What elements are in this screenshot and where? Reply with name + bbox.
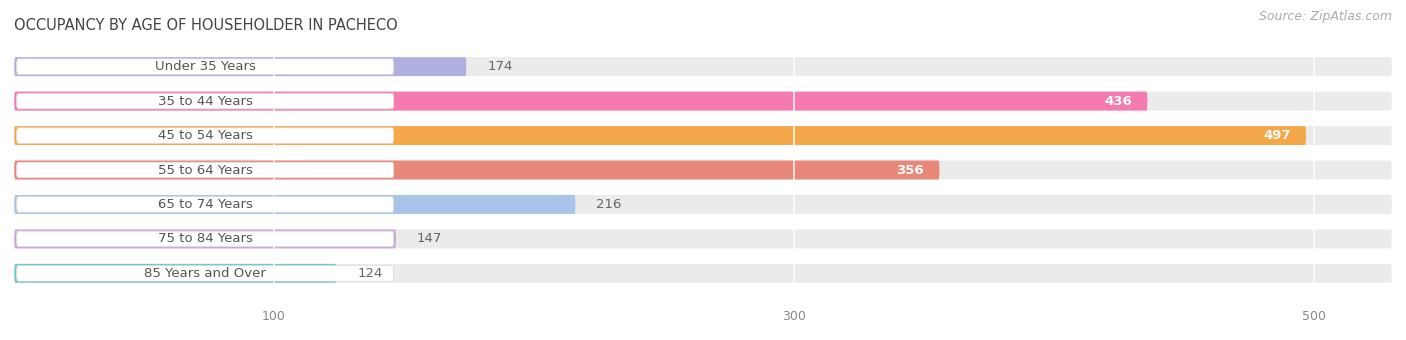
FancyBboxPatch shape — [14, 91, 1147, 110]
Text: 75 to 84 Years: 75 to 84 Years — [157, 233, 253, 245]
FancyBboxPatch shape — [14, 126, 1392, 145]
FancyBboxPatch shape — [14, 57, 1392, 76]
FancyBboxPatch shape — [17, 128, 394, 143]
Text: 356: 356 — [897, 164, 924, 176]
FancyBboxPatch shape — [14, 264, 336, 283]
Text: 124: 124 — [357, 267, 382, 280]
Text: 147: 147 — [418, 233, 443, 245]
FancyBboxPatch shape — [17, 162, 394, 178]
Text: Under 35 Years: Under 35 Years — [155, 60, 256, 73]
Text: 497: 497 — [1263, 129, 1291, 142]
Text: Source: ZipAtlas.com: Source: ZipAtlas.com — [1258, 10, 1392, 23]
FancyBboxPatch shape — [17, 93, 394, 109]
FancyBboxPatch shape — [14, 230, 1392, 249]
Text: 65 to 74 Years: 65 to 74 Years — [157, 198, 253, 211]
FancyBboxPatch shape — [17, 266, 394, 281]
FancyBboxPatch shape — [14, 195, 575, 214]
Text: 55 to 64 Years: 55 to 64 Years — [157, 164, 253, 176]
FancyBboxPatch shape — [17, 59, 394, 74]
Text: OCCUPANCY BY AGE OF HOUSEHOLDER IN PACHECO: OCCUPANCY BY AGE OF HOUSEHOLDER IN PACHE… — [14, 18, 398, 33]
FancyBboxPatch shape — [14, 264, 1392, 283]
Text: 45 to 54 Years: 45 to 54 Years — [157, 129, 253, 142]
FancyBboxPatch shape — [14, 160, 1392, 180]
FancyBboxPatch shape — [14, 195, 1392, 214]
Text: 436: 436 — [1104, 95, 1132, 107]
FancyBboxPatch shape — [14, 91, 1392, 110]
Text: 174: 174 — [488, 60, 513, 73]
Text: 85 Years and Over: 85 Years and Over — [145, 267, 266, 280]
Text: 35 to 44 Years: 35 to 44 Years — [157, 95, 253, 107]
FancyBboxPatch shape — [14, 160, 939, 180]
FancyBboxPatch shape — [14, 57, 467, 76]
FancyBboxPatch shape — [17, 231, 394, 247]
Text: 216: 216 — [596, 198, 621, 211]
FancyBboxPatch shape — [14, 126, 1306, 145]
FancyBboxPatch shape — [14, 230, 396, 249]
FancyBboxPatch shape — [17, 197, 394, 212]
